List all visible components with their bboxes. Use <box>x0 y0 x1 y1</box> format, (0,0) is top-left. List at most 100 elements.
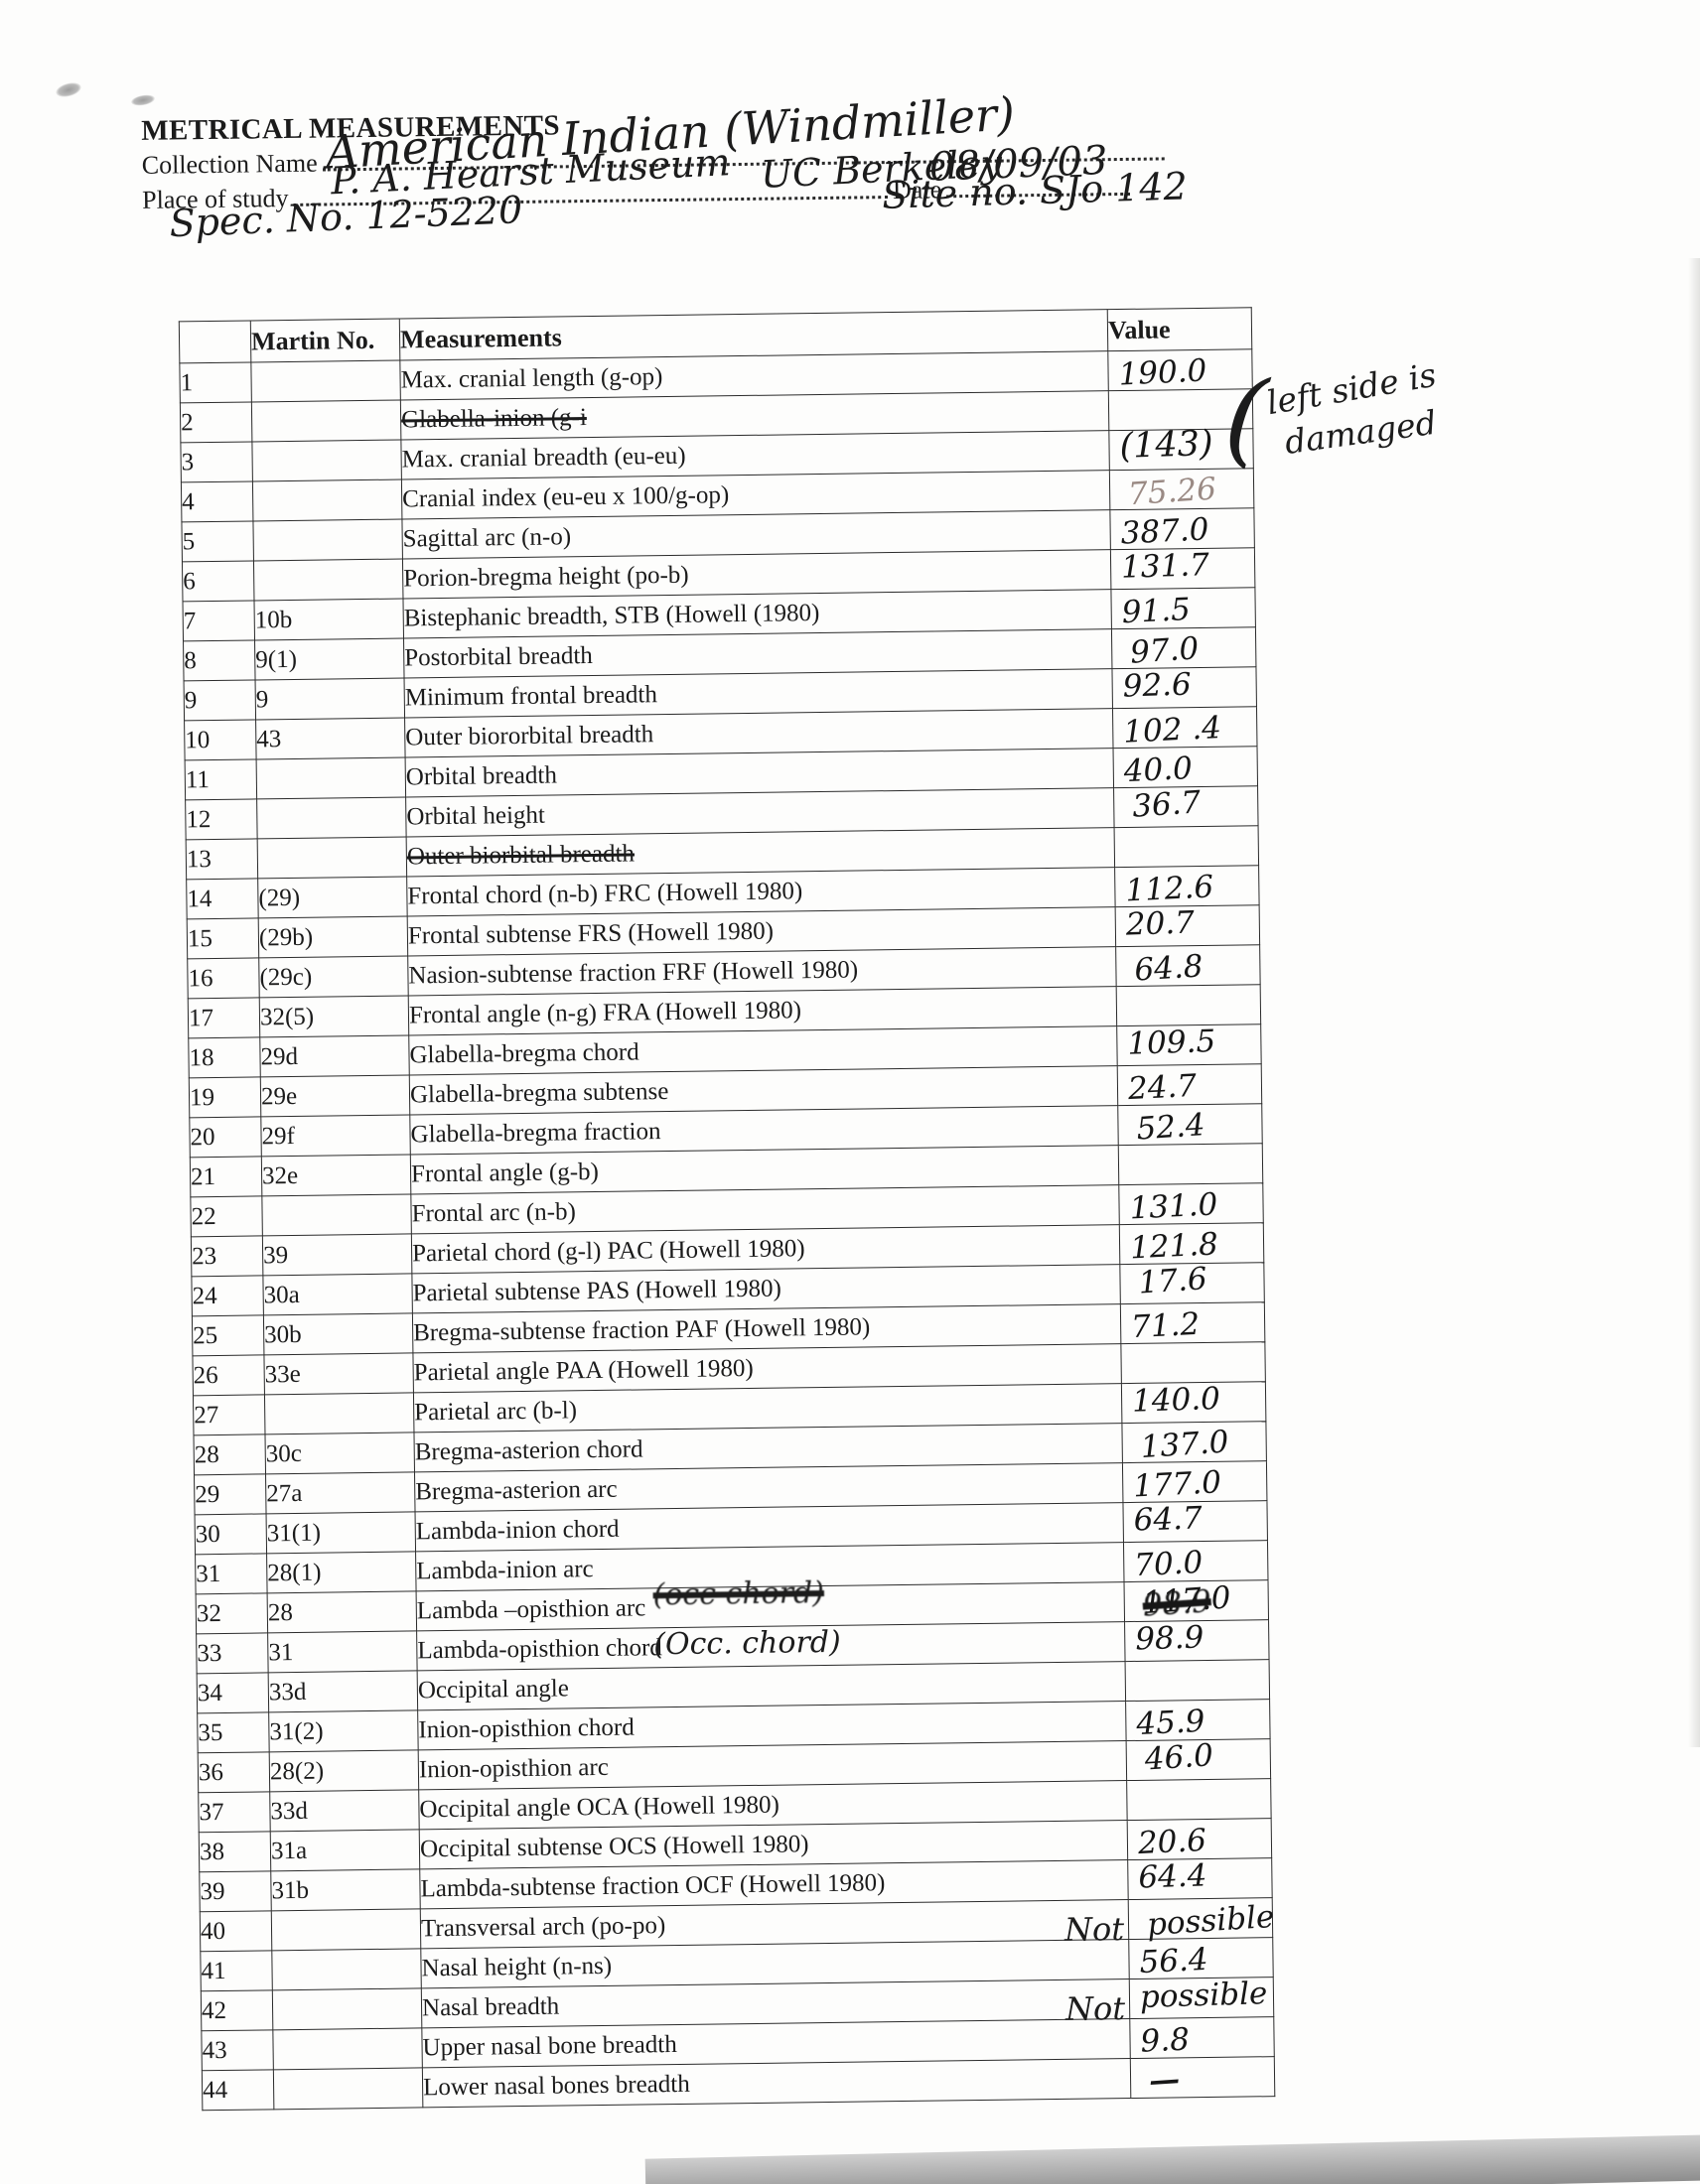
martin-no-cell: 9(1) <box>254 637 405 680</box>
row-number-cell: 40 <box>200 1910 272 1952</box>
value-cell: 131.7 <box>1110 547 1255 590</box>
row-number-cell: 13 <box>186 838 258 880</box>
measurement-label: Porion-bregma height (po-b) <box>403 561 689 593</box>
handwritten-value: 190.0 <box>1117 352 1208 393</box>
handwritten-value: 71.2 <box>1130 1305 1201 1346</box>
handwritten-value: 140.0 <box>1131 1381 1221 1420</box>
handwritten-value: 109.5 <box>1126 1024 1216 1062</box>
martin-no-cell: 39 <box>262 1233 412 1276</box>
value-cell: 97.0 <box>1111 626 1256 671</box>
collection-name-label: Collection Name <box>141 148 318 180</box>
martin-no-cell: (29) <box>257 876 408 918</box>
martin-no-header: Martin No. <box>250 319 400 362</box>
row-number-cell: 29 <box>194 1473 267 1515</box>
row-number-cell: 41 <box>200 1950 273 1991</box>
value-cell <box>1126 1778 1272 1821</box>
row-number-cell: 38 <box>199 1831 271 1872</box>
row-number-cell: 39 <box>199 1870 272 1912</box>
row-number-cell: 6 <box>182 560 254 602</box>
handwritten-value: 177.0 <box>1132 1464 1222 1505</box>
measurement-label: Frontal angle (n-g) FRA (Howell 1980) <box>408 997 802 1029</box>
measurement-label: Parietal arc (b-l) <box>414 1397 578 1427</box>
handwritten-value: 112.6 <box>1124 869 1214 909</box>
value-cell: 20.7 <box>1115 905 1260 947</box>
martin-no-cell <box>256 796 407 839</box>
value-cell: possible <box>1129 1976 1274 2019</box>
row-number-cell: 7 <box>182 600 255 641</box>
value-cell: 70.0 <box>1123 1540 1268 1584</box>
value-cell: 92.6 <box>1111 666 1257 709</box>
martin-no-cell: 28(2) <box>269 1749 419 1792</box>
measurement-label: Parietal chord (g-l) PAC (Howell 1980) <box>411 1235 805 1268</box>
martin-no-cell <box>253 559 403 601</box>
value-cell: 46.0 <box>1126 1737 1271 1781</box>
value-cell: — <box>1130 2056 1275 2100</box>
value-cell <box>1116 984 1261 1026</box>
value-cell: 102 .4 <box>1112 706 1257 751</box>
martin-no-cell: 29d <box>259 1034 410 1077</box>
handwritten-value: 20.6 <box>1137 1822 1207 1862</box>
measurement-label: Frontal chord (n-b) FRC (Howell 1980) <box>407 878 803 910</box>
martin-no-cell: 43 <box>255 717 406 759</box>
handwritten-value: 387.0 <box>1119 511 1210 552</box>
value-cell: 17.6 <box>1119 1261 1265 1304</box>
measurement-label: Nasal height (n-ns) <box>421 1952 613 1982</box>
value-cell: 112.6 <box>1114 865 1260 909</box>
handwritten-value: 97.0 <box>1129 630 1201 671</box>
row-number-cell: 3 <box>180 441 253 482</box>
measurement-label: Transversal arch (po-po) <box>420 1912 666 1943</box>
measurements-table: Martin No. Measurements Value 1 Max. cran… <box>179 307 1276 2111</box>
martin-no-cell <box>261 1193 412 1236</box>
martin-no-cell: 9 <box>255 677 405 720</box>
martin-no-cell <box>256 756 406 799</box>
row-number-cell: 43 <box>201 2029 274 2071</box>
measurement-label: Inion-opisthion chord <box>418 1713 635 1744</box>
value-cell: 40.0 <box>1113 746 1258 789</box>
martin-no-cell: 30c <box>264 1432 415 1474</box>
value-cell: 52.4 <box>1117 1103 1263 1148</box>
martin-no-cell: 27a <box>265 1471 416 1514</box>
handwritten-value: 98.9 <box>1134 1619 1204 1658</box>
handwritten-value: — <box>1147 2061 1181 2100</box>
row-number-cell: 9 <box>184 679 256 721</box>
martin-no-cell <box>251 440 402 481</box>
measurement-label: Occipital subtense OCS (Howell 1980) <box>419 1831 809 1863</box>
handwritten-value: 36.7 <box>1131 784 1203 825</box>
measurement-label: Bistephanic breadth, STB (Howell (1980) <box>403 600 820 632</box>
measurement-label: Bregma-subtense fraction PAF (Howell 198… <box>412 1313 871 1347</box>
row-number-cell: 27 <box>193 1394 265 1435</box>
martin-no-cell <box>272 1987 422 2030</box>
martin-no-cell <box>272 2027 423 2070</box>
row-number-cell: 28 <box>193 1433 266 1475</box>
measurement-cell: Lower nasal bones breadth <box>422 2058 1131 2108</box>
martin-no-cell: 32(5) <box>259 995 409 1037</box>
martin-no-cell <box>252 519 403 561</box>
value-cell <box>1120 1341 1266 1384</box>
handwritten-value: possible <box>1145 1898 1276 1944</box>
martin-no-cell: 28 <box>267 1590 417 1633</box>
value-cell: 137.0 <box>1121 1421 1267 1465</box>
handwritten-value: 92.6 <box>1122 666 1193 705</box>
martin-no-cell: 33d <box>269 1789 420 1832</box>
measurement-label: Bregma-asterion chord <box>414 1435 643 1466</box>
measurement-label: Nasal breadth <box>421 1992 560 2022</box>
measurement-label: Minimum frontal breadth <box>404 681 658 712</box>
value-cell: 24.7 <box>1117 1063 1262 1107</box>
value-cell: 64.4 <box>1127 1857 1273 1900</box>
measurement-label: Lambda-inion chord <box>415 1515 620 1546</box>
measurement-label: Max. cranial length (g-op) <box>400 363 663 394</box>
martin-no-cell: 10b <box>253 598 404 640</box>
martin-no-cell: 31 <box>267 1630 418 1673</box>
row-number-header <box>179 320 251 363</box>
handwritten-value: 131.0 <box>1128 1186 1219 1227</box>
handwritten-value: 9.8 <box>1139 2021 1191 2060</box>
martin-no-cell <box>264 1392 414 1434</box>
handwritten-value: 91.5 <box>1120 591 1192 631</box>
measurements-table-body: 1 Max. cranial length (g-op) 190.0 2 Glabell… <box>179 348 1276 2111</box>
measurement-label: Postorbital breadth <box>404 642 593 672</box>
martin-no-cell: 30a <box>262 1273 413 1315</box>
handwritten-value: 70.0 <box>1133 1544 1204 1584</box>
martin-no-cell <box>251 400 401 442</box>
